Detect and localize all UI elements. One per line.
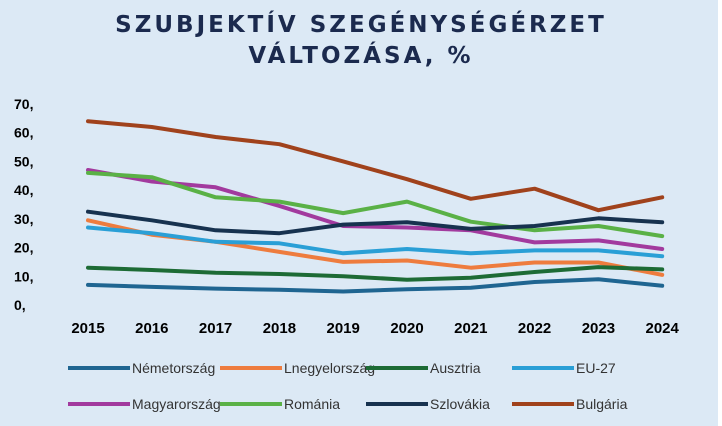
series-line xyxy=(86,209,665,236)
series-line xyxy=(86,265,665,282)
y-tick-label: 30, xyxy=(14,211,33,227)
y-tick-label: 70, xyxy=(14,96,33,112)
legend-label: Magyarország xyxy=(132,396,221,412)
series-line xyxy=(86,277,665,294)
series-line xyxy=(86,119,665,213)
legend-label: Bulgária xyxy=(576,396,628,412)
y-tick-label: 60, xyxy=(14,125,33,141)
series-line xyxy=(86,168,665,251)
y-tick-label: 10, xyxy=(14,268,33,284)
x-tick-label: 2020 xyxy=(390,320,423,337)
chart-title-line-2: VÁLTOZÁSA, % xyxy=(248,43,474,69)
y-tick-label: 0, xyxy=(14,297,26,313)
chart-title-line-1: SZUBJEKTÍV SZEGÉNYSÉGÉRZET xyxy=(115,12,607,38)
x-tick-label: 2021 xyxy=(454,320,487,337)
x-tick-label: 2024 xyxy=(646,320,680,337)
legend-label: Lnegyelország xyxy=(284,360,375,376)
legend-label: Románia xyxy=(284,396,340,412)
x-tick-label: 2018 xyxy=(263,320,296,337)
x-tick-label: 2015 xyxy=(71,320,104,337)
series-line xyxy=(86,225,665,259)
legend-label: Németország xyxy=(132,360,215,376)
y-tick-label: 20, xyxy=(14,240,33,256)
legend-label: EU-27 xyxy=(576,360,616,376)
legend-label: Szlovákia xyxy=(430,396,490,412)
chart-title: SZUBJEKTÍV SZEGÉNYSÉGÉRZET VÁLTOZÁSA, % xyxy=(0,10,722,72)
x-tick-label: 2017 xyxy=(199,320,232,337)
right-edge-divider xyxy=(718,0,722,426)
x-tick-label: 2019 xyxy=(327,320,360,337)
series-line xyxy=(86,170,665,239)
x-tick-label: 2022 xyxy=(518,320,551,337)
y-tick-label: 40, xyxy=(14,182,33,198)
legend-label: Ausztria xyxy=(430,360,481,376)
x-tick-label: 2016 xyxy=(135,320,168,337)
y-tick-label: 50, xyxy=(14,153,33,169)
x-tick-label: 2023 xyxy=(582,320,615,337)
